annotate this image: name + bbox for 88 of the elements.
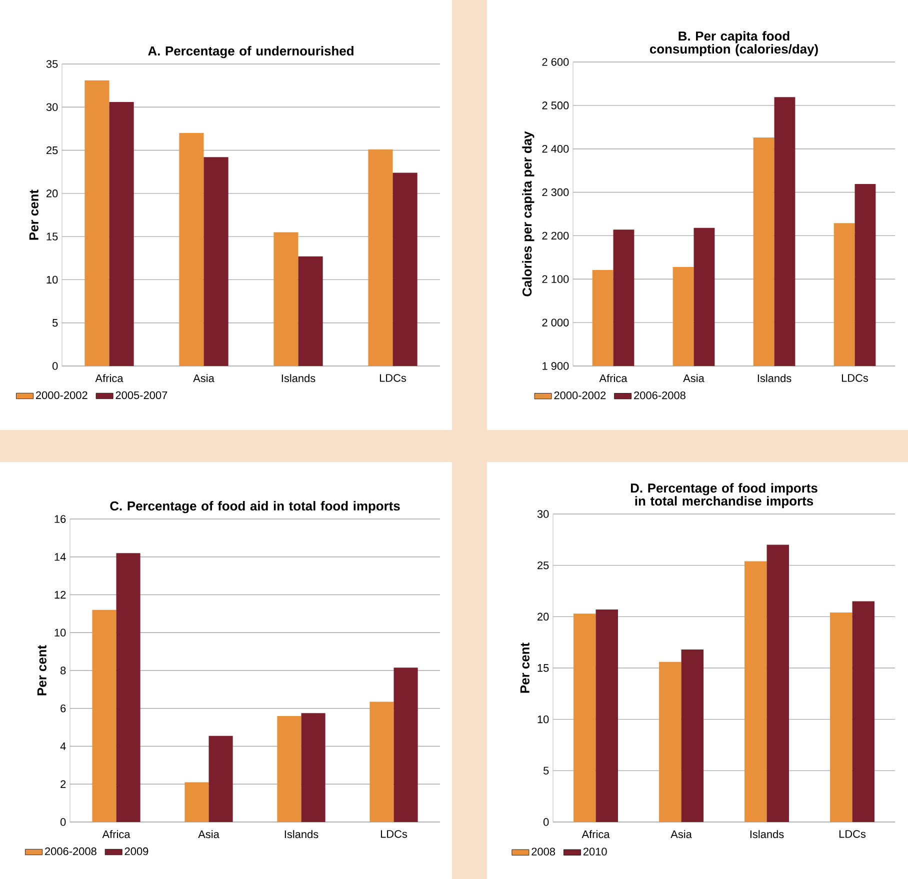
y-tick-label: 10 [46, 276, 58, 284]
x-tick-label: Africa [582, 830, 610, 838]
x-tick-label: LDCs [839, 830, 866, 838]
chart-title: C. Percentage of food aid in total food imports [110, 501, 400, 514]
legend-label: 2005-2007 [116, 391, 168, 400]
bar [368, 149, 393, 366]
bar [852, 601, 874, 822]
bar [179, 133, 204, 366]
x-tick-label: Islands [758, 374, 792, 382]
y-axis-title: Per cent [37, 645, 46, 696]
y-axis-title: Calories per capita per day [522, 131, 534, 296]
x-tick-label: Africa [102, 830, 130, 838]
y-tick-label: 1 900 [542, 362, 569, 370]
y-tick-label: 35 [46, 60, 58, 68]
x-tick-label: LDCs [380, 830, 408, 838]
bar [184, 782, 209, 822]
x-tick-label: Asia [193, 374, 214, 382]
y-tick-label: 8 [60, 666, 66, 674]
y-tick-label: 5 [52, 319, 58, 327]
bar [298, 256, 323, 366]
legend-label: 2009 [124, 847, 148, 856]
x-tick-label: Asia [683, 374, 704, 382]
bar [301, 713, 326, 822]
chart-title: B. Per capita food consumption (calories/day) [650, 31, 818, 56]
x-tick-label: Asia [670, 830, 692, 838]
y-tick-label: 2 300 [542, 188, 569, 196]
bar [277, 716, 302, 822]
y-tick-label: 12 [54, 590, 66, 599]
y-tick-label: 2 000 [542, 318, 569, 326]
y-tick-label: 2 400 [542, 144, 569, 153]
legend-label: 2006-2008 [45, 847, 96, 856]
y-tick-label: 4 [60, 742, 66, 750]
legend-label: 2010 [583, 848, 607, 856]
y-tick-label: 2 [60, 780, 66, 788]
bar [744, 561, 767, 822]
y-axis-title: Per cent [29, 190, 38, 240]
y-tick-label: 5 [543, 766, 549, 774]
y-tick-label: 30 [46, 103, 58, 112]
x-tick-label: Islands [750, 830, 784, 838]
y-tick-label: 2 500 [542, 102, 569, 110]
bar [574, 614, 596, 822]
y-axis-title: Per cent [520, 642, 530, 693]
y-tick-label: 30 [537, 510, 549, 518]
bar [394, 668, 418, 822]
x-tick-label: Africa [599, 374, 628, 382]
x-tick-label: LDCs [380, 374, 406, 382]
y-tick-label: 2 600 [542, 58, 569, 66]
x-tick-label: Asia [198, 830, 220, 838]
legend-label: 2000-2002 [554, 391, 606, 400]
y-tick-label: 6 [60, 704, 66, 712]
y-tick-label: 2 200 [542, 232, 569, 240]
y-tick-label: 0 [52, 362, 58, 370]
bar [392, 172, 418, 366]
y-tick-label: 25 [46, 146, 58, 154]
bar [681, 650, 704, 822]
bar [92, 610, 116, 822]
bar [208, 736, 233, 822]
y-tick-label: 15 [538, 664, 549, 672]
bar [370, 702, 394, 822]
y-tick-label: 0 [60, 818, 66, 826]
x-tick-label: Islands [282, 374, 316, 382]
x-tick-label: LDCs [842, 374, 868, 382]
legend-label: 2006-2008 [634, 391, 686, 400]
bar [766, 544, 789, 822]
bar [830, 612, 852, 822]
bar [109, 102, 134, 366]
y-tick-label: 20 [538, 612, 549, 621]
bar [116, 553, 140, 822]
bar [659, 662, 682, 822]
y-tick-label: 2 100 [542, 275, 569, 284]
y-tick-label: 25 [538, 561, 549, 570]
y-tick-label: 14 [54, 553, 66, 561]
legend-label: 2000-2002 [36, 391, 88, 400]
y-tick-label: 0 [543, 818, 549, 826]
chart-title: A. Percentage of undernourished [148, 46, 354, 58]
x-tick-label: Africa [95, 374, 124, 382]
y-tick-label: 20 [46, 190, 58, 198]
chart-title: D. Percentage of food imports in total merchandise imports [630, 483, 818, 508]
legend-label: 2008 [532, 848, 556, 856]
y-tick-label: 15 [46, 232, 58, 240]
x-tick-label: Islands [284, 830, 318, 838]
bar [596, 609, 618, 822]
y-tick-label: 16 [54, 515, 66, 523]
bar [84, 80, 110, 366]
y-tick-label: 10 [54, 628, 66, 637]
y-tick-label: 10 [538, 715, 549, 724]
bar [204, 157, 228, 366]
bar [274, 232, 298, 366]
